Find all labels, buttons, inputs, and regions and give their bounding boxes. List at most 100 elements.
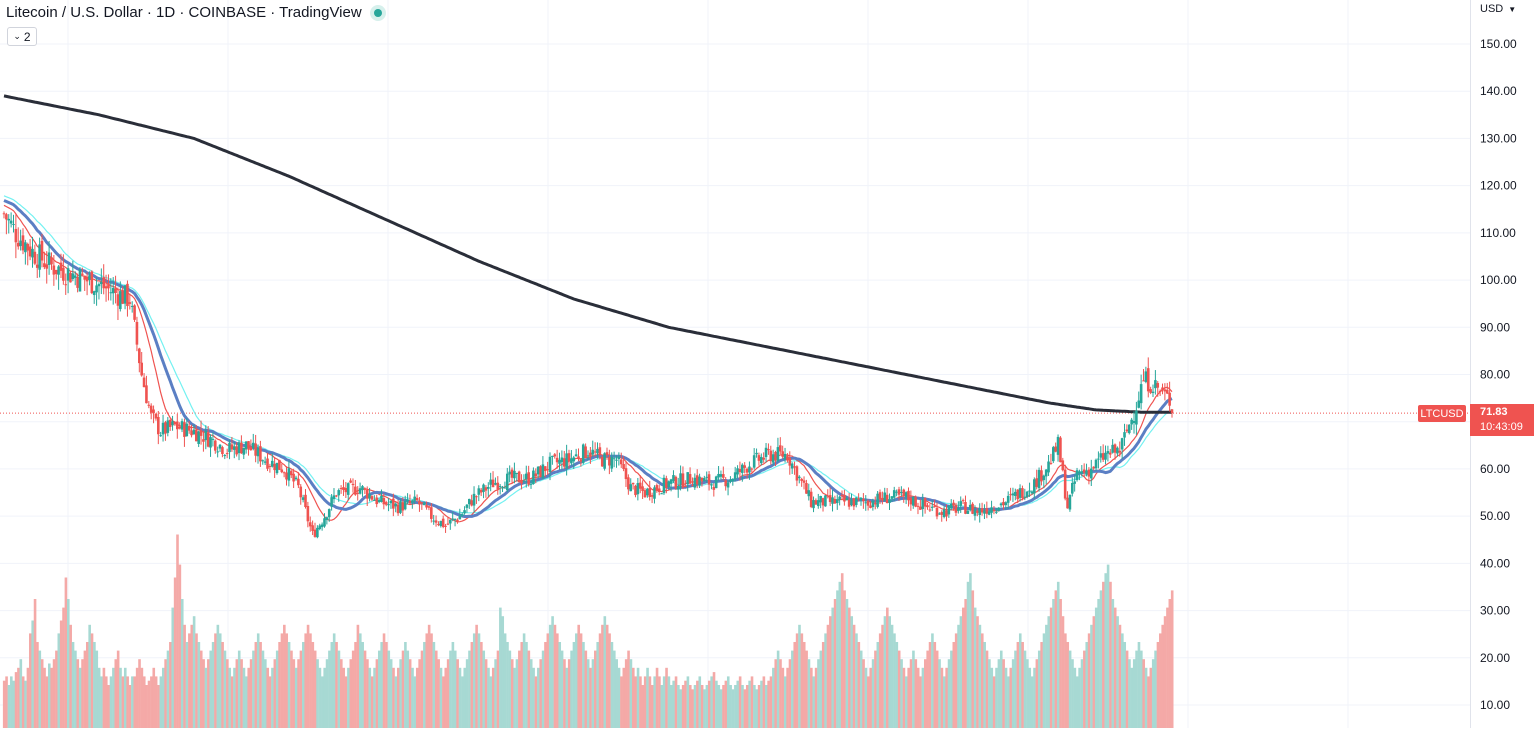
- volume-bar: [783, 676, 787, 728]
- volume-bar: [757, 685, 761, 728]
- candle: [648, 480, 652, 501]
- volume-bar: [50, 667, 53, 728]
- volume-bar: [330, 642, 334, 728]
- candle-body: [847, 499, 851, 507]
- volume-bar: [983, 642, 986, 728]
- candle-body: [529, 483, 533, 485]
- candle-body: [691, 485, 694, 487]
- candle-body: [449, 519, 452, 524]
- volume-bar: [38, 650, 42, 728]
- candle-body: [280, 469, 284, 473]
- candle-body: [1047, 461, 1050, 473]
- candle: [289, 469, 293, 479]
- candle-body: [584, 446, 587, 458]
- candle-body: [1118, 450, 1122, 453]
- candle: [377, 498, 381, 504]
- volume-bar: [907, 667, 910, 728]
- candle-body: [1004, 502, 1008, 506]
- candle-body: [539, 466, 542, 477]
- candle: [427, 505, 431, 511]
- volume-bar: [1147, 676, 1150, 728]
- volume-bar: [1075, 676, 1079, 728]
- candle: [31, 236, 34, 268]
- candle: [923, 497, 927, 514]
- currency-button[interactable]: USD ▼: [1480, 3, 1516, 15]
- volume-bar: [356, 624, 360, 728]
- candle-body: [145, 385, 148, 404]
- volume-bar: [658, 676, 661, 728]
- candle-body: [221, 447, 224, 455]
- candle: [532, 467, 535, 485]
- volume-bar: [415, 667, 419, 728]
- candle-body: [700, 477, 704, 481]
- candle: [1139, 374, 1143, 410]
- candle: [584, 443, 587, 459]
- volume-bar: [627, 650, 630, 728]
- candle-body: [964, 501, 967, 514]
- candle-body: [403, 501, 407, 510]
- candle-body: [852, 498, 856, 507]
- candle: [1080, 465, 1084, 477]
- candle: [446, 517, 450, 526]
- candle: [387, 497, 390, 512]
- candle-body: [565, 453, 568, 469]
- candle-body: [897, 489, 901, 495]
- candle-body: [674, 476, 678, 489]
- candle: [812, 496, 815, 513]
- volume-bar: [427, 624, 431, 728]
- volume-bar: [254, 642, 258, 728]
- candle: [876, 491, 879, 509]
- volume-bar: [423, 642, 426, 728]
- volume-bar: [126, 676, 129, 728]
- candle-body: [152, 409, 155, 414]
- candle-body: [225, 453, 229, 455]
- candle: [638, 475, 642, 494]
- volume-bar: [632, 667, 635, 728]
- volume-bar: [83, 650, 87, 728]
- candle: [491, 471, 495, 488]
- candle: [154, 413, 158, 421]
- candle: [73, 271, 77, 286]
- candle: [282, 471, 286, 478]
- candle-body: [712, 486, 716, 490]
- candle: [940, 510, 944, 522]
- candle-body: [401, 502, 405, 511]
- volume-bar: [135, 667, 139, 728]
- candle-body: [166, 420, 170, 433]
- candle-body: [926, 505, 929, 508]
- volume-bar: [976, 616, 979, 728]
- volume-bar: [731, 689, 735, 728]
- volume-bar: [475, 624, 478, 728]
- volume-bar: [55, 650, 58, 728]
- candle-body: [795, 466, 799, 481]
- candle: [1163, 383, 1167, 401]
- candle-body: [665, 478, 668, 488]
- candle-body: [104, 286, 108, 289]
- candle: [567, 449, 571, 469]
- candle: [608, 449, 611, 475]
- candle-body: [919, 506, 922, 510]
- candle: [574, 448, 578, 457]
- volume-bar: [717, 685, 721, 728]
- volume-bar: [596, 642, 599, 728]
- volume-bar: [150, 676, 153, 728]
- candle-body: [600, 457, 604, 467]
- candle-body: [339, 488, 343, 490]
- volume-bar: [147, 680, 151, 728]
- candle: [762, 452, 765, 463]
- candle-body: [987, 511, 991, 515]
- volume-bar: [499, 607, 502, 728]
- candle-body: [966, 510, 970, 514]
- volume-bar: [95, 650, 99, 728]
- indicators-collapse-button[interactable]: ⌄ 2: [7, 27, 37, 46]
- volume-bar: [810, 667, 813, 728]
- candle-body: [885, 494, 889, 504]
- candle: [266, 452, 269, 472]
- candle-body: [1106, 451, 1110, 454]
- candle: [351, 478, 355, 493]
- candle: [705, 471, 708, 483]
- candle-body: [845, 498, 849, 501]
- candle-body: [368, 494, 371, 499]
